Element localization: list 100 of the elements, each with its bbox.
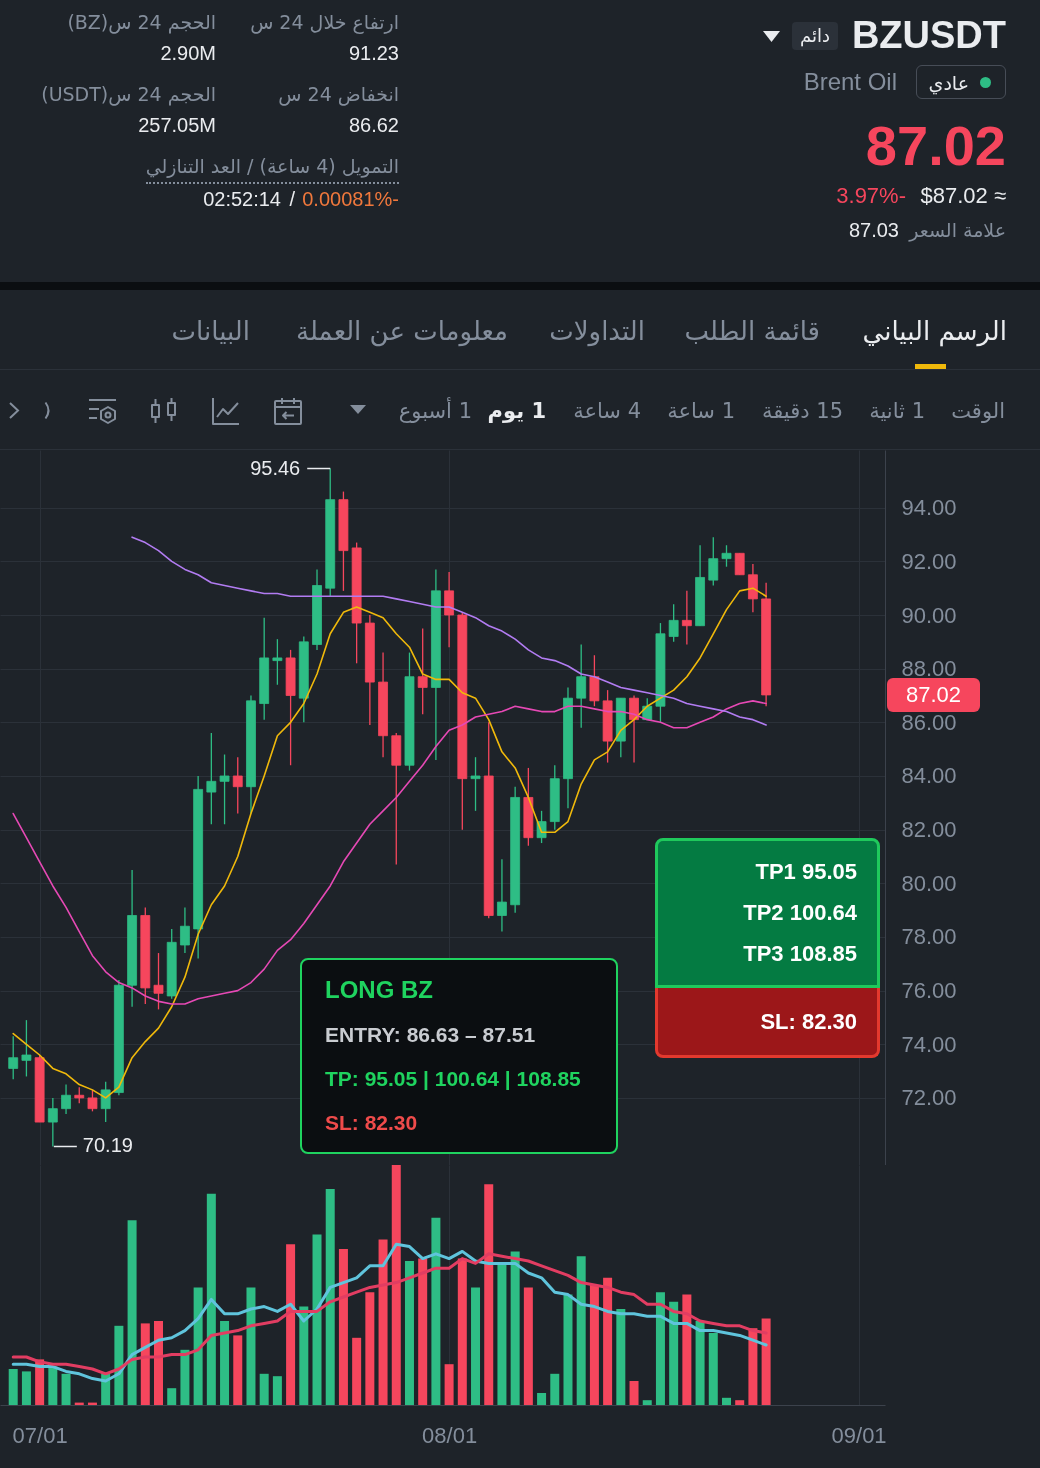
candlestick [681,590,692,646]
bar [576,1256,586,1405]
text: 87.02 [865,114,1006,177]
bar [127,1220,137,1405]
bar [272,1376,282,1405]
text: معلومات عن العملة [296,316,508,346]
bar [325,1189,335,1405]
annotation: TP1 95.05 [755,859,857,884]
candlestick [470,756,481,812]
line-series [131,536,767,726]
bar [338,1249,348,1405]
text: BZUSDT [851,14,1006,56]
bar [629,1381,639,1405]
text: البيانات [171,316,250,346]
bar [378,1239,388,1405]
text: 1 أسبوع [398,398,472,423]
bar [365,1292,375,1405]
bar [735,1400,745,1405]
candlestick [734,552,745,576]
text: الحجم 24 س(USDT) [41,82,216,105]
bar [286,1244,296,1405]
bar [721,1397,731,1405]
candlestick [21,1019,32,1078]
bar [8,1369,18,1405]
candlestick [576,643,587,729]
bar [246,1287,256,1405]
bar [299,1306,309,1405]
y-tick-label: 80.00 [901,870,957,896]
text: 4 ساعة [573,398,641,423]
candlestick [180,906,190,954]
bar [431,1217,441,1405]
y-tick-label: 90.00 [901,602,957,628]
bar [312,1234,322,1405]
candlestick [417,627,428,715]
candlestick [497,858,507,933]
bar [616,1309,626,1405]
text: 0.00081%- [302,188,399,210]
bar [48,1366,58,1405]
bar [404,1261,414,1405]
bar [655,1292,665,1405]
bar [603,1277,613,1405]
bar [167,1388,177,1405]
text: 3.97%- [836,183,906,208]
text: 86.62 [348,114,399,136]
text: الرسم البياني [862,316,1007,346]
candlestick [219,753,230,825]
text: 91.23 [348,42,399,64]
bar [589,1285,599,1405]
bar [669,1301,679,1405]
bar [708,1333,718,1405]
bar [114,1325,124,1405]
text: 02:52:14 [203,188,281,210]
bar [510,1251,520,1405]
y-tick-label: 84.00 [901,763,957,789]
bar [259,1373,269,1405]
text: التداولات [549,316,645,346]
bar [550,1373,560,1405]
y-tick-label: 76.00 [901,978,957,1004]
bar [761,1318,771,1405]
candlestick [153,952,164,1011]
text: الحجم 24 س(BZ) [67,10,216,33]
bar [537,1393,547,1405]
candlestick [100,1081,111,1123]
bar [180,1349,190,1405]
bar [154,1321,164,1405]
candlestick [47,1097,58,1148]
text: علامة السعر [909,218,1006,241]
text: 2.90M [160,42,216,64]
bar [642,1400,652,1405]
bar [444,1364,454,1405]
candlestick [708,536,719,587]
text: 1 ساعة [667,398,735,423]
text: $87.02 ≈ [920,183,1006,208]
x-tick-label: 07/01 [12,1422,68,1448]
y-tick-label: 72.00 [901,1085,957,1111]
annotation: TP: 95.05 | 100.64 | 108.85 [325,1066,581,1090]
bar [220,1321,230,1405]
annotation: SL: 82.30 [325,1110,418,1134]
annotation: ENTRY: 86.63 – 87.51 [325,1022,536,1046]
bar [233,1335,243,1405]
bar [695,1321,705,1405]
bar [471,1287,481,1405]
bar [391,1165,401,1405]
text: عادي [915,65,1006,99]
bar [21,1371,31,1405]
text: ارتفاع خلال 24 س [250,10,399,33]
bar [682,1294,692,1405]
y-tick-label: 74.00 [901,1031,957,1057]
text: دائم [791,22,838,50]
y-tick-label: 88.00 [901,656,957,682]
y-tick-label: 92.00 [901,548,957,574]
bar [61,1373,71,1405]
candlestick [668,603,679,643]
candlestick [721,544,732,568]
bar [484,1184,494,1405]
y-tick-label: 78.00 [901,924,957,950]
bar [523,1287,533,1405]
candlestick [206,732,217,825]
text: انخفاض 24 س [278,82,399,105]
bar [563,1294,573,1405]
